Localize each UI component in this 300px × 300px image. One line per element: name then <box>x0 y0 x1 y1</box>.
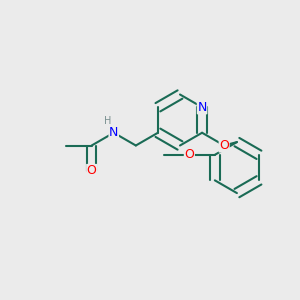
Text: N: N <box>197 101 207 114</box>
Text: N: N <box>109 126 119 139</box>
Text: O: O <box>219 139 229 152</box>
Text: H: H <box>104 116 111 126</box>
Text: O: O <box>87 164 97 178</box>
Text: O: O <box>184 148 194 161</box>
